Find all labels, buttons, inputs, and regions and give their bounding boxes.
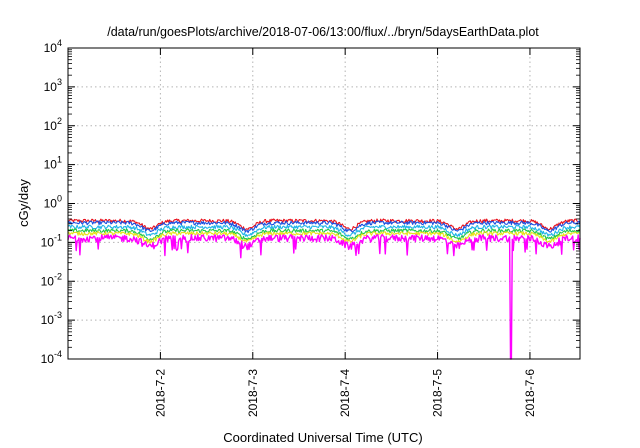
x-axis-label: Coordinated Universal Time (UTC): [223, 430, 422, 445]
series-group: [67, 218, 581, 360]
y-tick-label: 101: [44, 155, 62, 172]
y-tick-label: 104: [44, 38, 62, 55]
y-axis-label: cGy/day: [16, 179, 31, 227]
x-axis: 2018-7-2 2018-7-3 2018-7-4 2018-7-5 2018-7-6: [153, 48, 537, 417]
y-tick-label: 103: [44, 77, 62, 94]
x-tick-label: 2018-7-5: [431, 369, 445, 417]
series-line-2: [67, 220, 581, 234]
y-tick-label: 10-3: [41, 310, 62, 327]
chart-title: /data/run/goesPlots/archive/2018-07-06/1…: [107, 25, 539, 39]
x-tick-label: 2018-7-3: [246, 369, 260, 417]
y-axis: 10-4 10-3 10-2 10-1 100 101 102 103 104: [41, 38, 580, 366]
series-line-1: [67, 218, 581, 232]
x-tick-label: 2018-7-4: [338, 369, 352, 417]
y-tick-label: 102: [44, 116, 62, 133]
series-line-6: [67, 234, 581, 360]
y-tick-label: 10-1: [41, 232, 62, 249]
series-line-3: [67, 224, 581, 237]
y-tick-label: 100: [44, 194, 62, 211]
y-tick-label: 10-2: [41, 271, 62, 288]
x-tick-label: 2018-7-2: [153, 369, 167, 417]
y-tick-label: 10-4: [41, 349, 62, 366]
series-line-5: [67, 231, 581, 244]
x-tick-label: 2018-7-6: [523, 369, 537, 417]
